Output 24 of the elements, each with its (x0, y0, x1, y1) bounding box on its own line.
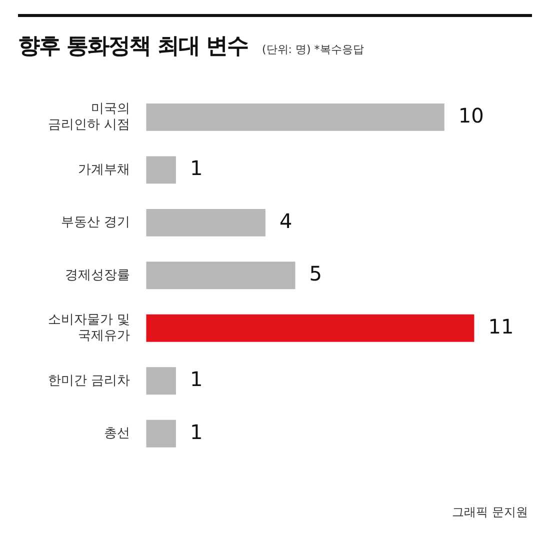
bar (146, 314, 474, 342)
chart-title: 향후 통화정책 최대 변수 (18, 33, 248, 61)
y-tick-label: 총선 (104, 426, 130, 442)
y-tick-label: 경제성장률 (65, 268, 130, 283)
y-tick-label: 한미간 금리차 (48, 373, 130, 388)
data-label: 1 (190, 420, 203, 444)
bar (146, 420, 176, 448)
data-label: 11 (488, 314, 514, 338)
y-tick-label: 소비자물가 및 국제유가 (48, 312, 130, 344)
y-tick-label: 미국의 금리인하 시점 (48, 102, 130, 132)
data-label: 1 (190, 156, 203, 180)
data-label: 10 (458, 103, 484, 128)
chart-subtitle: (단위: 명) *복수응답 (262, 42, 364, 57)
data-label: 1 (190, 367, 203, 392)
bar (146, 156, 176, 184)
bar (146, 367, 176, 395)
bar (146, 103, 444, 131)
data-label: 4 (279, 208, 292, 233)
bar (146, 262, 296, 290)
data-label: 5 (309, 262, 322, 286)
text: 그래픽 문지원 (452, 504, 528, 521)
y-tick-label: 부동산 경기 (60, 215, 130, 230)
y-tick-label: 가계부채 (78, 162, 130, 178)
bar (146, 208, 266, 236)
